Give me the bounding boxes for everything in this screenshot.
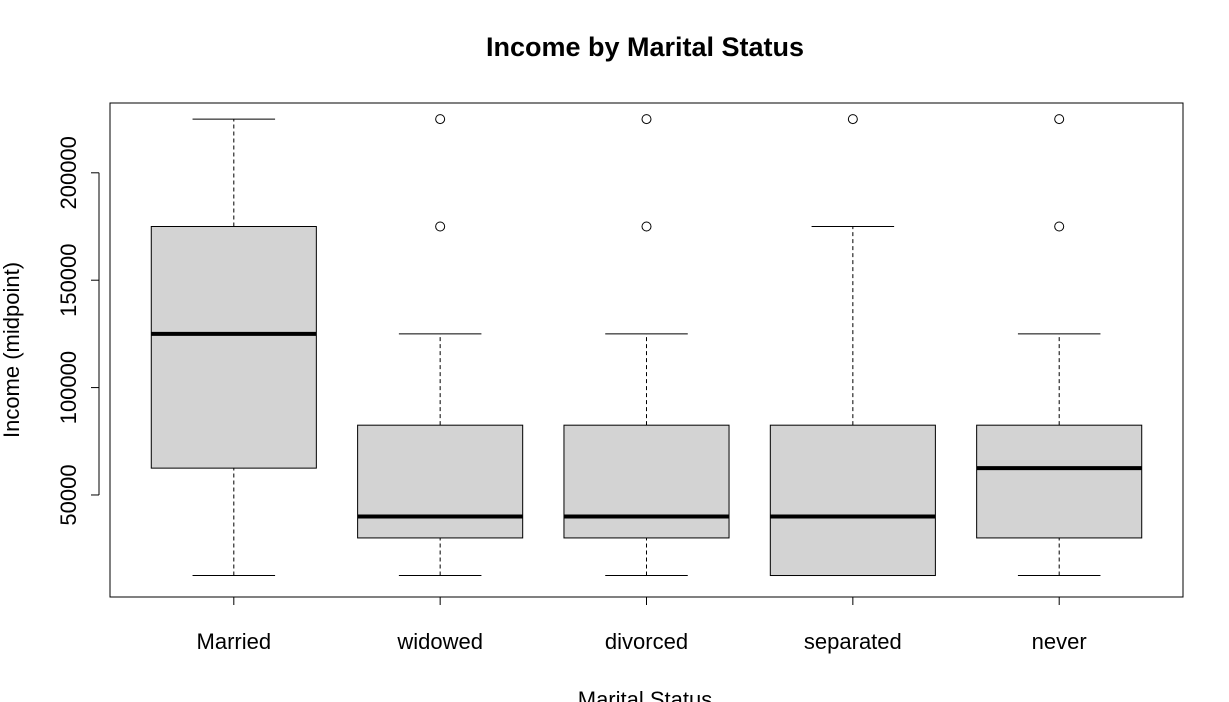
x-axis: Married widowed divorced separated never (197, 596, 1087, 654)
outlier-point (1054, 114, 1065, 125)
box-iqr (150, 226, 317, 469)
box-iqr (769, 424, 936, 577)
outlier-point (641, 221, 652, 232)
y-axis-label: Income (midpoint) (0, 262, 24, 438)
box-never (976, 114, 1143, 577)
outlier-point (435, 221, 446, 232)
box-married (150, 118, 317, 577)
box-separated (769, 114, 936, 577)
y-tick-label: 200000 (56, 136, 81, 209)
outlier-point (435, 114, 446, 125)
y-tick-label: 100000 (56, 351, 81, 424)
y-tick-label: 50000 (56, 464, 81, 525)
box-divorced (563, 114, 730, 577)
x-tick-label: divorced (605, 629, 688, 654)
box-iqr (976, 424, 1143, 539)
boxes-group (150, 114, 1143, 577)
box-iqr (563, 424, 730, 539)
outlier-point (641, 114, 652, 125)
outlier-point (847, 114, 858, 125)
box-widowed (357, 114, 524, 577)
y-axis: 50000 100000 150000 200000 (56, 136, 100, 526)
x-tick-label: never (1032, 629, 1087, 654)
x-axis-label: Marital Status (578, 687, 713, 702)
y-tick-label: 150000 (56, 243, 81, 316)
x-tick-label: widowed (396, 629, 483, 654)
box-iqr (357, 424, 524, 539)
chart-title: Income by Marital Status (486, 32, 804, 62)
x-tick-label: Married (197, 629, 272, 654)
outlier-point (1054, 221, 1065, 232)
x-tick-label: separated (804, 629, 902, 654)
